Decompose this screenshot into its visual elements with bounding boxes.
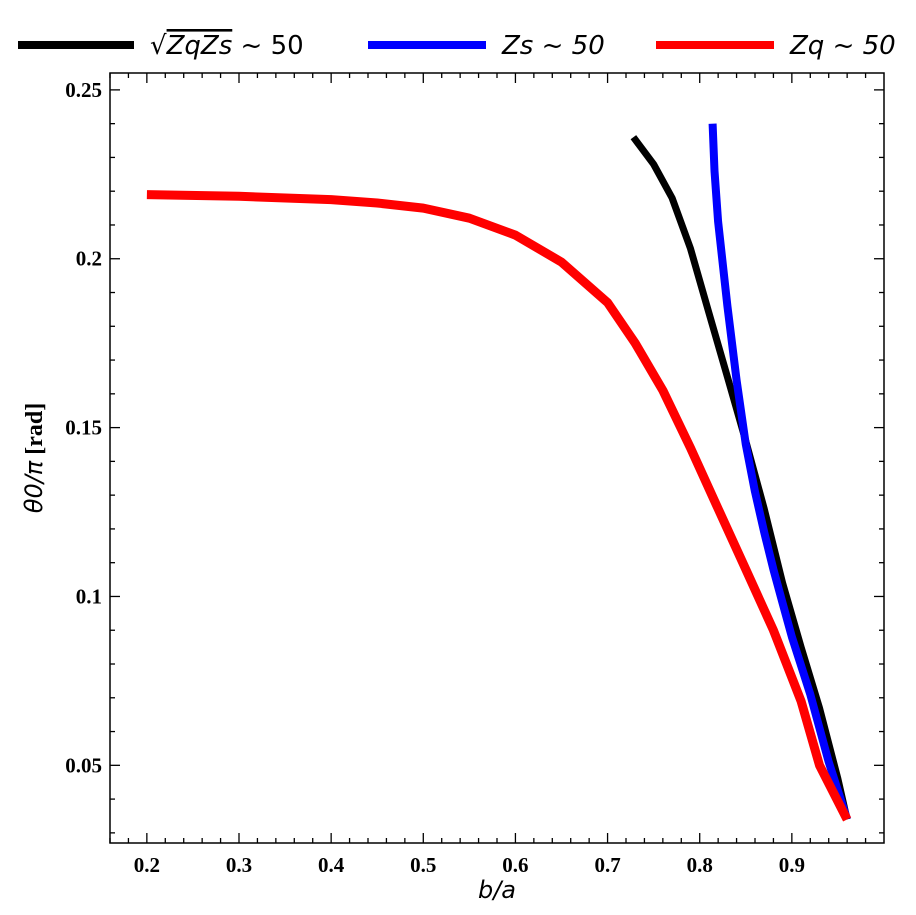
x-tick-label: 0.4 [318,853,345,877]
y-axis-title-math: θ0/π [20,460,48,513]
tick-labels: 0.2 0.3 0.4 0.5 0.6 0.7 0.8 0.9 0.05 0.1 0.15 0.2 0.… [65,78,805,877]
y-tick-label: 0.2 [76,247,102,271]
legend-sqrt-sign: √ [150,31,167,61]
y-tick-label: 0.1 [76,584,102,608]
legend-label-geometric-mean: √ZqZs ~ 50 [150,31,304,61]
x-tick-label: 0.6 [502,853,528,877]
y-tick-label: 0.05 [65,753,102,777]
plot-frame [109,72,885,844]
x-tick-label: 0.2 [134,853,160,877]
legend-rest: ~ 50 [232,31,303,61]
x-tick-label: 0.8 [687,853,713,877]
legend: √ZqZs ~ 50 Zs ~ 50 Zq ~ 50 [18,31,896,61]
series-group [146,123,852,822]
series-line-zq [146,190,852,822]
y-tick-label: 0.25 [65,78,102,102]
series-line-zs [708,123,851,821]
ticks [109,73,884,843]
legend-radicand: ZqZs [166,31,233,61]
x-tick-label: 0.7 [594,853,620,877]
x-tick-label: 0.3 [226,853,252,877]
x-axis-title: b/a [478,876,516,904]
y-tick-label: 0.15 [65,416,102,440]
y-axis-title: θ0/π [rad] [20,403,48,513]
legend-label-zq: Zq ~ 50 [789,31,896,61]
x-tick-label: 0.5 [410,853,436,877]
legend-label-zs: Zs ~ 50 [501,31,605,61]
x-tick-label: 0.9 [779,853,805,877]
y-axis-title-unit: [rad] [22,403,48,455]
